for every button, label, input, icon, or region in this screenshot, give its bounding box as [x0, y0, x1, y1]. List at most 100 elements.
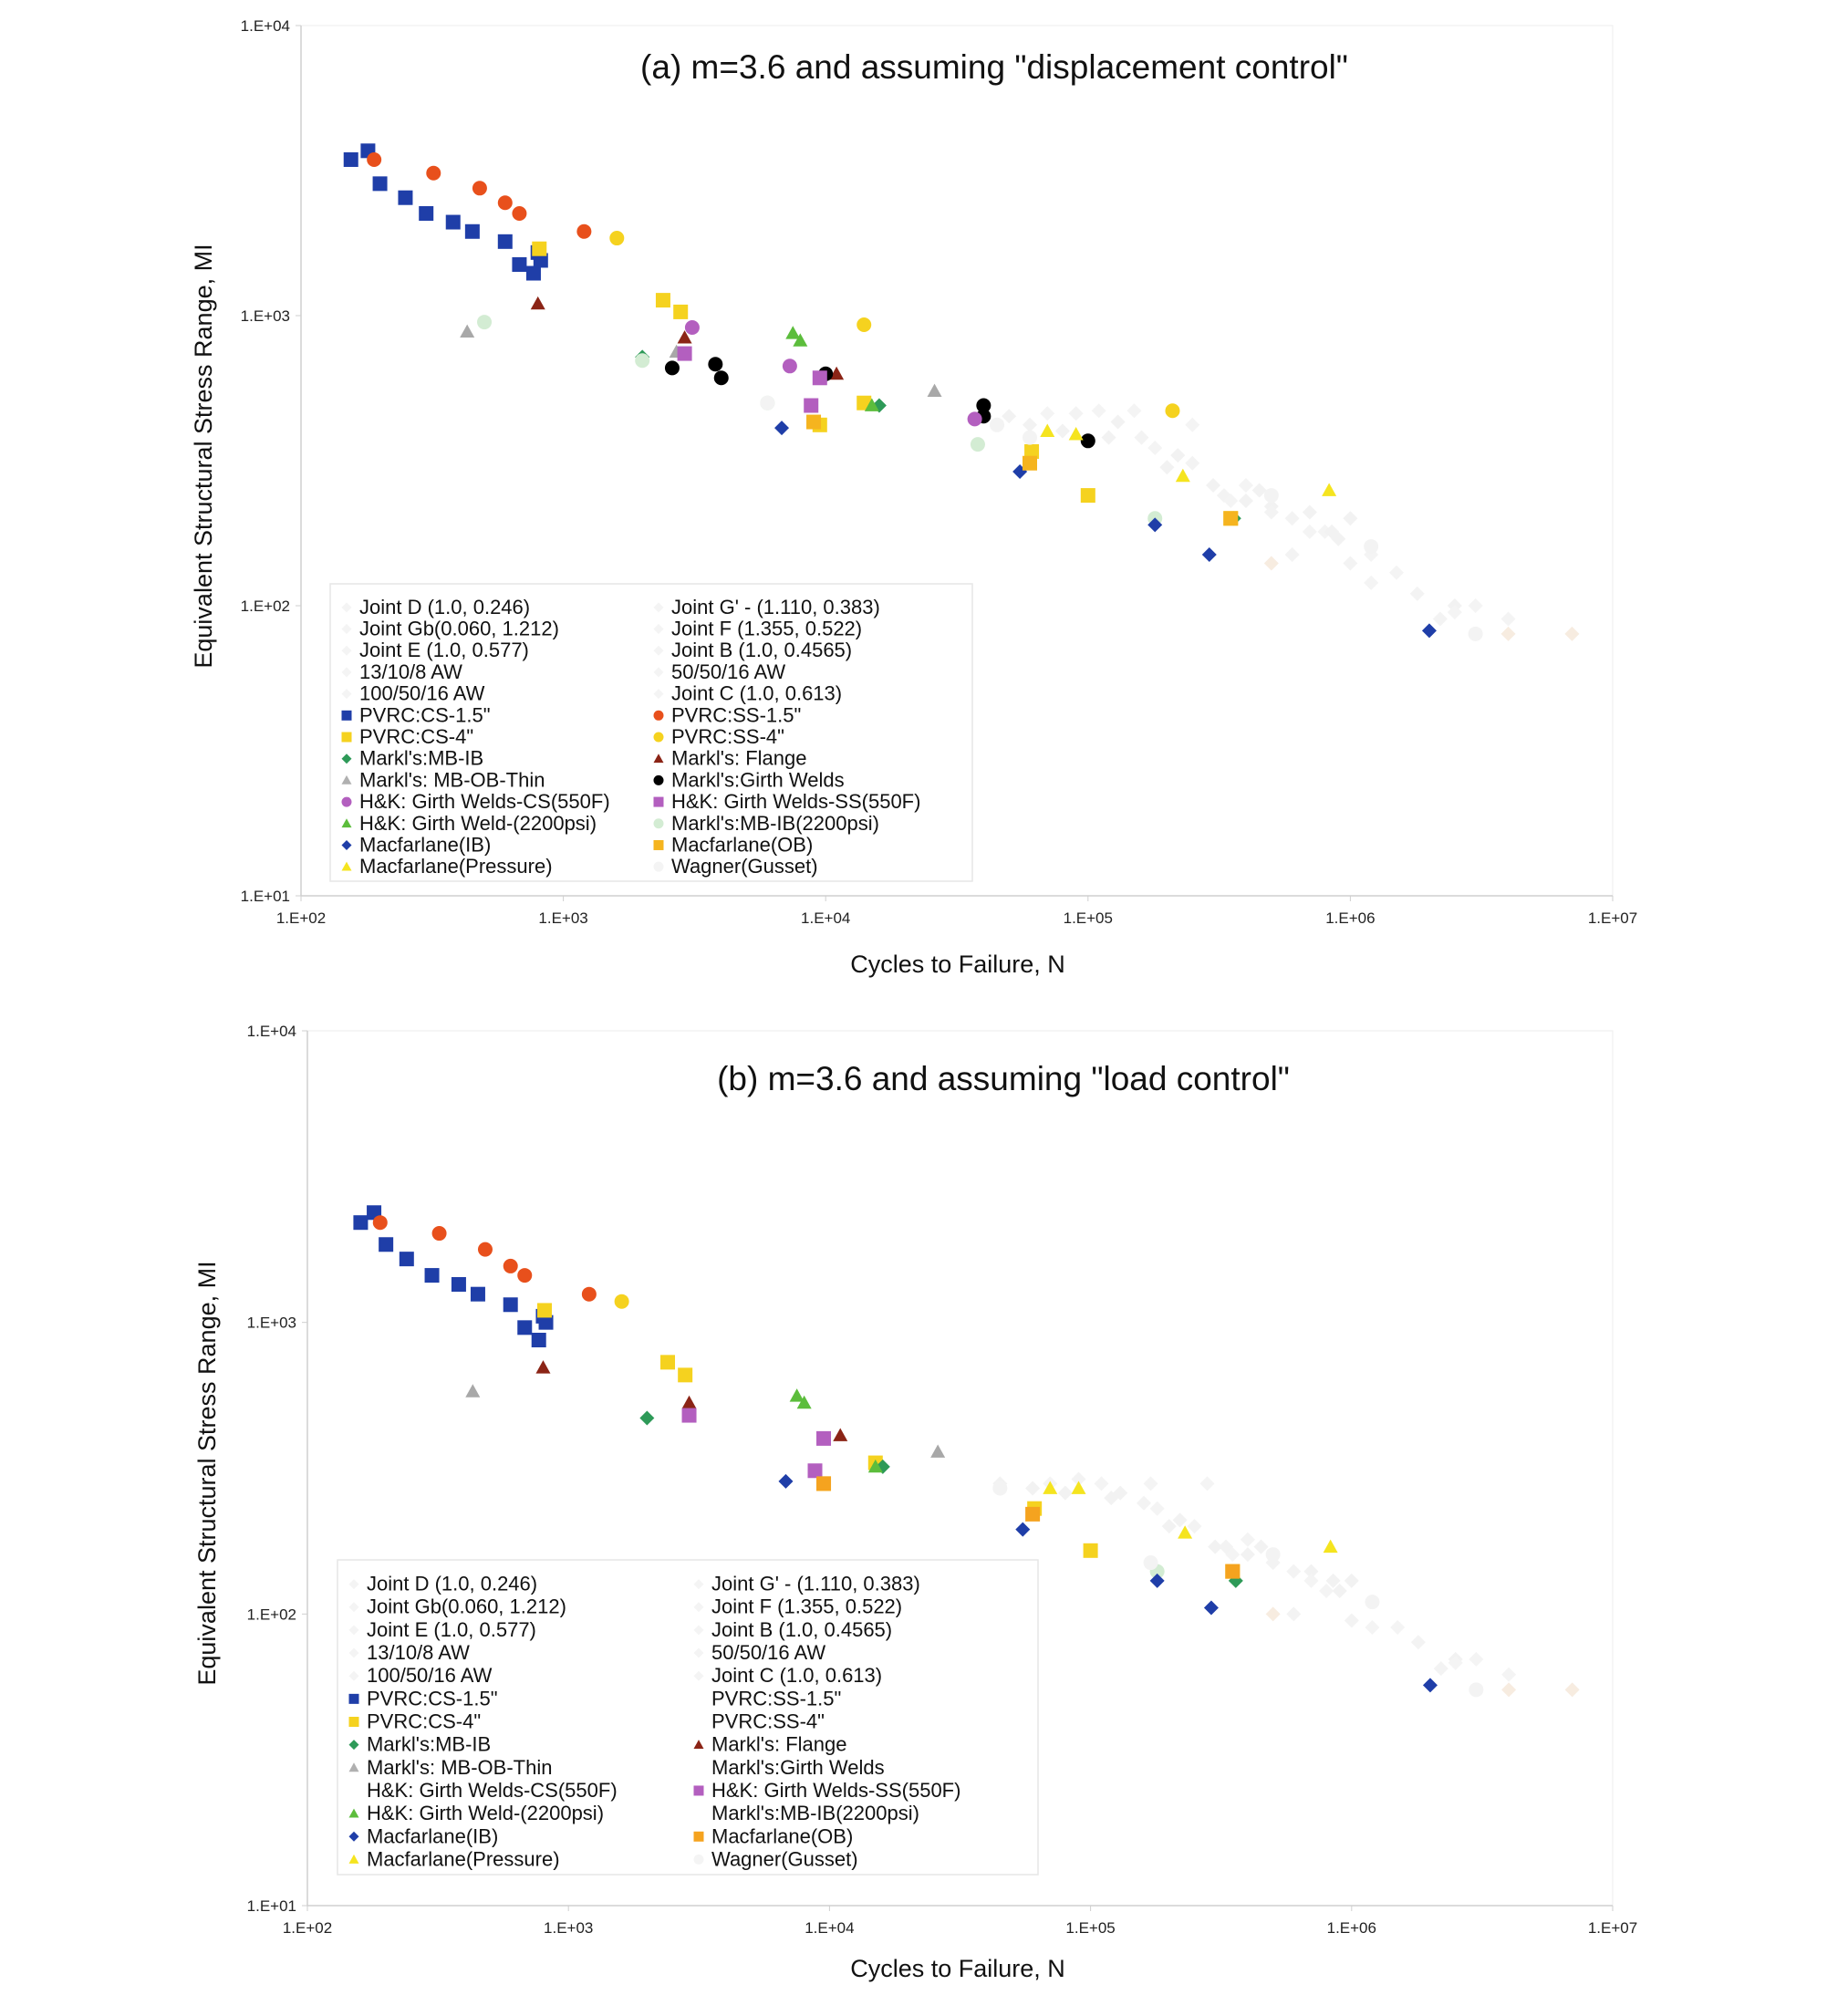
data-point — [1422, 1678, 1438, 1693]
data-point — [431, 1226, 447, 1242]
data-point — [1500, 626, 1516, 641]
legend-label: Macfarlane(Pressure) — [359, 855, 553, 878]
data-point — [1324, 524, 1340, 539]
series-pvrc-ss-1-5 — [367, 151, 592, 239]
data-point — [1251, 483, 1267, 498]
data-point — [1564, 1682, 1580, 1698]
series-markl-s-mb-ob-thin — [465, 1384, 946, 1458]
x-tick-label: 1.E+05 — [1065, 1919, 1115, 1937]
legend-marker — [348, 1717, 359, 1727]
data-point — [1071, 1471, 1086, 1487]
legend-marker — [693, 1808, 704, 1819]
x-tick-label: 1.E+03 — [544, 1919, 593, 1937]
legend-marker — [348, 1831, 359, 1842]
legend-label: H&K: Girth Weld-(2200psi) — [359, 812, 597, 835]
data-point — [1263, 556, 1279, 571]
legend-label: Joint D (1.0, 0.246) — [359, 596, 530, 618]
legend-label: Joint Gb(0.060, 1.212) — [359, 618, 559, 640]
data-point — [664, 360, 680, 376]
legend-marker — [348, 1579, 359, 1590]
series-joint-b-1-0-0-4565 — [1187, 1519, 1426, 1650]
legend-marker — [341, 818, 352, 828]
legend-label: Markl's:MB-IB — [367, 1733, 491, 1756]
legend-label: Joint E (1.0, 0.577) — [367, 1618, 536, 1641]
data-point — [1080, 433, 1095, 449]
data-point — [497, 234, 513, 249]
data-point — [967, 411, 982, 427]
legend-marker — [341, 732, 352, 743]
legend-marker — [693, 1762, 704, 1773]
data-point — [1447, 605, 1462, 620]
legend-marker — [653, 753, 664, 764]
legend-label: H&K: Girth Welds-CS(550F) — [359, 790, 610, 813]
legend-label: 50/50/16 AW — [671, 660, 785, 683]
legend-label: PVRC:CS-1.5" — [367, 1687, 498, 1709]
legend-label: Markl's:MB-IB(2200psi) — [711, 1802, 919, 1824]
legend-label: Markl's:MB-IB — [359, 747, 483, 770]
data-point — [990, 417, 1005, 432]
data-point — [1325, 1573, 1341, 1588]
series-macfarlane-pressure — [1043, 1481, 1338, 1554]
data-point — [1468, 626, 1483, 641]
data-point — [1468, 598, 1483, 613]
data-point — [1448, 1655, 1463, 1670]
series-100-50-16-aw — [1365, 1619, 1517, 1682]
data-point — [614, 1294, 629, 1309]
data-point — [1094, 1476, 1109, 1491]
series-markl-s-flange — [535, 1360, 848, 1441]
data-point — [782, 359, 797, 374]
data-point — [1040, 406, 1055, 421]
y-tick-label: 1.E+03 — [247, 1315, 296, 1332]
data-point — [470, 1286, 485, 1302]
legend-label: Joint B (1.0, 0.4565) — [671, 639, 852, 661]
data-point — [1265, 1547, 1281, 1563]
data-point — [930, 1444, 946, 1458]
x-tick-label: 1.E+06 — [1325, 909, 1375, 927]
legend-label: 100/50/16 AW — [367, 1664, 493, 1687]
legend-marker — [348, 1602, 359, 1613]
legend-label: Macfarlane(IB) — [359, 833, 491, 856]
data-point — [537, 1303, 553, 1318]
data-point — [1238, 493, 1253, 508]
x-axis-label: Cycles to Failure, N — [850, 1955, 1065, 1982]
data-point — [655, 293, 670, 308]
legend-marker — [348, 1625, 359, 1636]
legend-marker — [653, 689, 664, 700]
data-point — [785, 326, 801, 339]
data-point — [1225, 1564, 1241, 1579]
legend-marker — [653, 667, 664, 678]
data-point — [445, 214, 461, 230]
data-point — [1302, 524, 1317, 539]
data-point — [1002, 409, 1017, 424]
legend-marker — [693, 1854, 704, 1865]
chart-a-svg: 1.E+02 1.E+03 1.E+04 1.E+05 1.E+06 1.E+07 1.E+… — [190, 17, 1637, 978]
legend-label: Joint B (1.0, 0.4565) — [711, 1618, 892, 1641]
legend-marker — [693, 1579, 704, 1590]
data-point — [1170, 448, 1186, 463]
legend-marker — [653, 645, 664, 656]
data-point — [1068, 427, 1084, 441]
data-point — [1410, 1635, 1426, 1650]
series-joint-c-1-0-0-613 — [1263, 556, 1580, 641]
x-axis-label: Cycles to Failure, N — [850, 951, 1065, 978]
data-point — [1175, 468, 1190, 483]
data-point — [1080, 488, 1095, 504]
legend-marker — [341, 689, 352, 700]
data-point — [1172, 1512, 1188, 1528]
data-point — [1364, 539, 1379, 555]
legend-marker — [341, 861, 352, 871]
legend-marker — [693, 1602, 704, 1613]
series-joint-gb-0-060-1-212 — [1068, 406, 1300, 526]
series-50-50-16-aw — [1286, 1606, 1448, 1677]
data-point — [1365, 1595, 1380, 1610]
series-wagner-gusset — [760, 395, 1483, 641]
legend-label: PVRC:SS-1.5" — [671, 703, 801, 726]
data-point — [1390, 1619, 1406, 1635]
data-point — [1501, 1682, 1517, 1698]
data-point — [1223, 493, 1239, 508]
data-point — [535, 1360, 551, 1374]
data-point — [806, 414, 822, 430]
legend-label: 50/50/16 AW — [711, 1641, 825, 1664]
data-point — [678, 1367, 693, 1383]
data-point — [1208, 1539, 1223, 1554]
